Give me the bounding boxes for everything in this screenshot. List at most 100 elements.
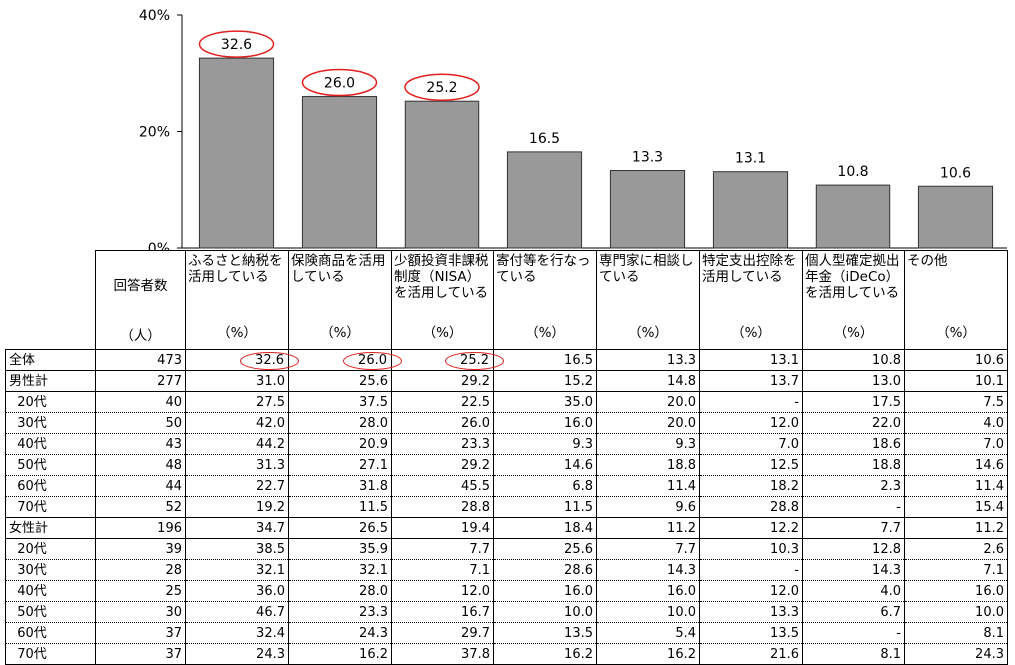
bar <box>712 171 789 249</box>
table-cell: 21.6 <box>699 643 803 665</box>
table-cell: 32.4 <box>185 622 289 644</box>
column-unit-label: （%） <box>833 325 874 341</box>
table-cell: 23.3 <box>391 433 494 455</box>
bar <box>815 184 891 249</box>
table-cell: 26.0 <box>288 349 402 371</box>
table-cell: 11.5 <box>493 496 597 518</box>
table-cell: 14.6 <box>493 454 597 476</box>
row-count: 39 <box>95 538 186 560</box>
table-cell: 18.6 <box>802 433 905 455</box>
table-cell: 35.9 <box>288 538 392 560</box>
table-cell: 14.8 <box>596 370 700 392</box>
row-count: 48 <box>95 454 186 476</box>
table-cell: 16.7 <box>391 601 494 623</box>
bar-chart: 0% 20% 40% 32.6 26.0 25.2 16.5 13.3 13.1 10.8 10.… <box>139 8 1007 250</box>
table-cell: 20.9 <box>288 433 392 455</box>
table-cell: 11.5 <box>288 496 392 518</box>
bar-value-label: 13.1 <box>735 151 766 167</box>
row-label: 70代 <box>5 643 96 665</box>
column-unit-label: （%） <box>628 325 668 341</box>
table-cell: 13.1 <box>699 349 803 371</box>
table-cell: 19.4 <box>391 517 494 539</box>
table-cell: 31.8 <box>288 475 392 497</box>
column-unit-label: （%） <box>217 325 257 341</box>
table-cell: 6.8 <box>493 475 597 497</box>
header-blank-cell <box>5 250 96 350</box>
column-header-label: 少額投資非課税制度（NISA）を活用している <box>394 253 489 301</box>
row-label: 20代 <box>5 538 96 560</box>
table-cell: 24.3 <box>904 643 1008 665</box>
bar-value-label: 26.0 <box>324 76 355 92</box>
column-unit-label: （%） <box>320 325 360 341</box>
table-row: 40代 25 36.0 28.0 12.0 16.0 16.0 12.0 4.0 16.0 <box>5 580 1008 602</box>
table-cell: 6.7 <box>802 601 905 623</box>
table-cell: 29.7 <box>391 622 494 644</box>
table-cell: 7.7 <box>391 538 494 560</box>
row-count: 30 <box>95 601 186 623</box>
table-cell: 12.5 <box>699 454 803 476</box>
table-cell: 22.0 <box>802 412 905 434</box>
table-cell: 25.6 <box>288 370 392 392</box>
table-cell: 12.0 <box>699 580 803 602</box>
table-cell: 10.0 <box>596 601 700 623</box>
table-cell: 7.5 <box>904 391 1008 413</box>
row-count: 28 <box>95 559 186 581</box>
table-row: 30代 28 32.1 32.1 7.1 28.6 14.3-14.3 7.1 <box>5 559 1008 581</box>
table-cell: 22.5 <box>391 391 494 413</box>
column-unit-label: （%） <box>422 325 463 341</box>
table-cell: 11.2 <box>596 517 700 539</box>
table-cell: 13.3 <box>596 349 700 371</box>
table-cell: 5.4 <box>596 622 700 644</box>
table-cell: 37.8 <box>391 643 494 665</box>
table-cell: 35.0 <box>493 391 597 413</box>
table-cell: 15.2 <box>493 370 597 392</box>
row-count: 196 <box>95 517 186 539</box>
row-label: 60代 <box>5 622 96 644</box>
row-label: 40代 <box>5 580 96 602</box>
table-row: 20代 40 27.5 37.5 22.5 35.0 20.0-17.5 7.5 <box>5 391 1008 413</box>
table-cell: 25.2 <box>391 349 504 371</box>
table-cell: 32.1 <box>185 559 289 581</box>
table-cell: 10.6 <box>904 349 1008 371</box>
table-cell: 11.2 <box>904 517 1008 539</box>
table-cell: 24.3 <box>185 643 289 665</box>
row-label: 30代 <box>5 412 96 434</box>
table-cell: 25.6 <box>493 538 597 560</box>
table-cell: 28.0 <box>288 412 392 434</box>
column-header: 個人型確定拠出年金（iDeCo）を活用している （%） <box>802 250 905 350</box>
table-cell: 9.3 <box>596 433 700 455</box>
table-cell: 16.2 <box>493 643 597 665</box>
table-row: 60代 44 22.7 31.8 45.5 6.8 11.4 18.2 2.3 11.4 <box>5 475 1008 497</box>
row-count: 277 <box>95 370 186 392</box>
bar <box>404 100 480 249</box>
table-row: 50代 30 46.7 23.3 16.7 10.0 10.0 13.3 6.7 10.0 <box>5 601 1008 623</box>
table-cell: 20.0 <box>596 412 700 434</box>
bar <box>301 96 378 249</box>
column-unit-label: （%） <box>525 325 565 341</box>
table-cell: 16.0 <box>904 580 1008 602</box>
column-header-label: 特定支出控除を活用している <box>702 253 797 285</box>
column-header-label: ふるさと納税を活用している <box>188 253 283 285</box>
table-cell: 16.5 <box>493 349 597 371</box>
row-count: 50 <box>95 412 186 434</box>
row-label: 女性計 <box>5 517 96 539</box>
column-header: その他 （%） <box>904 250 1008 350</box>
table-cell: 11.4 <box>596 475 700 497</box>
highlighted-value: 25.2 <box>445 351 504 370</box>
column-header: 少額投資非課税制度（NISA）を活用している （%） <box>391 250 494 350</box>
bar-value-label: 10.6 <box>940 165 971 181</box>
table-cell: 7.0 <box>699 433 803 455</box>
table-cell: 18.2 <box>699 475 803 497</box>
table-cell: 16.0 <box>596 580 700 602</box>
table-row: 女性計 196 34.7 26.5 19.4 18.4 11.2 12.2 7.7 11.2 <box>5 517 1008 539</box>
count-header-label: 回答者数 <box>113 277 168 294</box>
table-cell: 42.0 <box>185 412 289 434</box>
table-cell: 10.0 <box>493 601 597 623</box>
bar-value-label: 16.5 <box>529 131 560 147</box>
bar-value-label: 25.2 <box>426 80 457 96</box>
table-cell: 45.5 <box>391 475 494 497</box>
table-cell: 13.0 <box>802 370 905 392</box>
table-cell: 46.7 <box>185 601 289 623</box>
table-cell: 9.3 <box>493 433 597 455</box>
bar-value-label: 10.8 <box>837 164 868 180</box>
